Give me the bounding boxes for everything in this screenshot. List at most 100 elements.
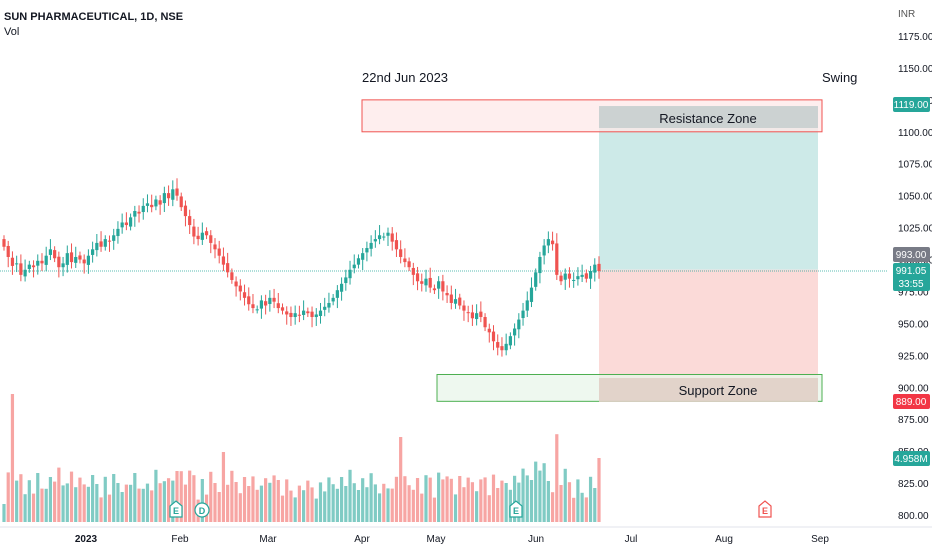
volume-bar	[188, 470, 192, 522]
volume-bar	[462, 487, 466, 522]
volume-bar	[293, 497, 297, 522]
candle-body	[449, 294, 453, 303]
candle-body	[23, 269, 27, 277]
volume-bar	[327, 477, 331, 522]
candle-body	[27, 264, 31, 269]
volume-bar	[150, 490, 154, 522]
volume-bar	[259, 485, 264, 522]
volume-bar	[386, 488, 390, 522]
volume-bar	[255, 489, 259, 522]
candle-body	[415, 273, 420, 282]
volume-bar	[74, 487, 78, 522]
price-axis-tick: 875.00	[898, 415, 929, 426]
volume-bar	[86, 486, 91, 522]
volume-bar	[128, 484, 133, 522]
volume-bar	[517, 482, 521, 522]
volume-bar	[145, 483, 150, 522]
earnings-marker	[169, 500, 183, 518]
candle-body	[289, 312, 293, 318]
volume-bar	[390, 488, 394, 522]
candle-body	[120, 222, 124, 228]
volume-bar	[310, 487, 314, 522]
dividend-marker	[194, 502, 210, 518]
symbol-title: SUN PHARMACEUTICAL, 1D, NSE	[4, 11, 183, 23]
last-price-text: 991.05	[896, 266, 927, 277]
volume-bar	[504, 483, 508, 522]
candle-body	[386, 232, 390, 236]
volume-bar	[597, 458, 601, 522]
volume-bar	[23, 494, 27, 522]
candle-body	[128, 217, 133, 227]
volume-bar	[171, 480, 175, 522]
price-axis-tick: 900.00	[898, 383, 929, 394]
candle-body	[550, 240, 555, 245]
event-marker-label: D	[199, 506, 206, 516]
candle-body	[238, 285, 242, 292]
candle-body	[82, 259, 86, 264]
volume-bar	[487, 495, 491, 522]
candle-body	[508, 336, 512, 346]
volume-bar	[234, 482, 238, 522]
volume-bar	[407, 485, 411, 522]
volume-bar	[318, 482, 323, 522]
candle-body	[382, 236, 386, 238]
volume-bar	[584, 497, 588, 522]
volume-bar	[483, 477, 487, 522]
candle-body	[145, 203, 150, 206]
volume-bar	[141, 488, 145, 522]
candle-body	[255, 309, 259, 311]
volume-bar	[247, 486, 251, 522]
candle-body	[48, 249, 53, 255]
volume-bar	[588, 476, 593, 522]
labels-layer: SUN PHARMACEUTICAL, 1D, NSE Vol INR 22nd…	[4, 9, 915, 398]
volume-bar	[137, 488, 141, 522]
volume-bar	[44, 488, 48, 522]
volume-bar	[470, 482, 475, 522]
volume-bar	[221, 452, 226, 522]
volume-bar	[276, 480, 280, 522]
volume-bar	[432, 497, 437, 522]
price-axis-tick: 1075.00	[898, 160, 932, 171]
time-axis-tick: Feb	[171, 534, 189, 545]
volume-layer	[2, 394, 601, 522]
candle-body	[166, 193, 171, 199]
volume-bar	[36, 473, 40, 522]
candle-body	[335, 290, 339, 298]
candle-body	[247, 296, 251, 305]
volume-bar	[534, 461, 538, 522]
candle-body	[175, 188, 179, 196]
volume-bar	[559, 485, 563, 522]
earnings-marker	[509, 500, 523, 518]
candle-body	[133, 210, 137, 217]
volume-bar	[107, 494, 112, 522]
candle-body	[475, 313, 479, 320]
candle-body	[293, 313, 297, 318]
candle-body	[69, 252, 74, 263]
volume-bar	[428, 477, 432, 522]
volume-bar	[563, 468, 567, 522]
volume-bar	[339, 477, 344, 522]
volume-bar	[437, 472, 441, 522]
candle-body	[593, 264, 597, 273]
volume-bar	[183, 484, 188, 522]
price-axis-tick: 800.00	[898, 511, 929, 522]
candle-body	[462, 305, 466, 311]
candle-body	[86, 255, 91, 265]
candle-body	[546, 239, 550, 246]
candle-body	[213, 244, 217, 250]
volume-bar	[133, 473, 137, 522]
price-axis-tick: 1150.00	[898, 64, 932, 75]
volume-bar	[542, 463, 546, 522]
volume-bar	[593, 488, 597, 522]
resistance-zone-label: Resistance Zone	[659, 111, 757, 126]
candle-body	[314, 314, 318, 318]
candle-body	[555, 243, 559, 275]
volume-bar	[69, 471, 74, 522]
volume-bar	[377, 493, 382, 522]
volume-bar	[491, 474, 496, 522]
candle-body	[217, 248, 221, 256]
volume-bar	[116, 483, 120, 522]
volume-bar	[112, 474, 116, 522]
volume-bar	[546, 481, 550, 522]
